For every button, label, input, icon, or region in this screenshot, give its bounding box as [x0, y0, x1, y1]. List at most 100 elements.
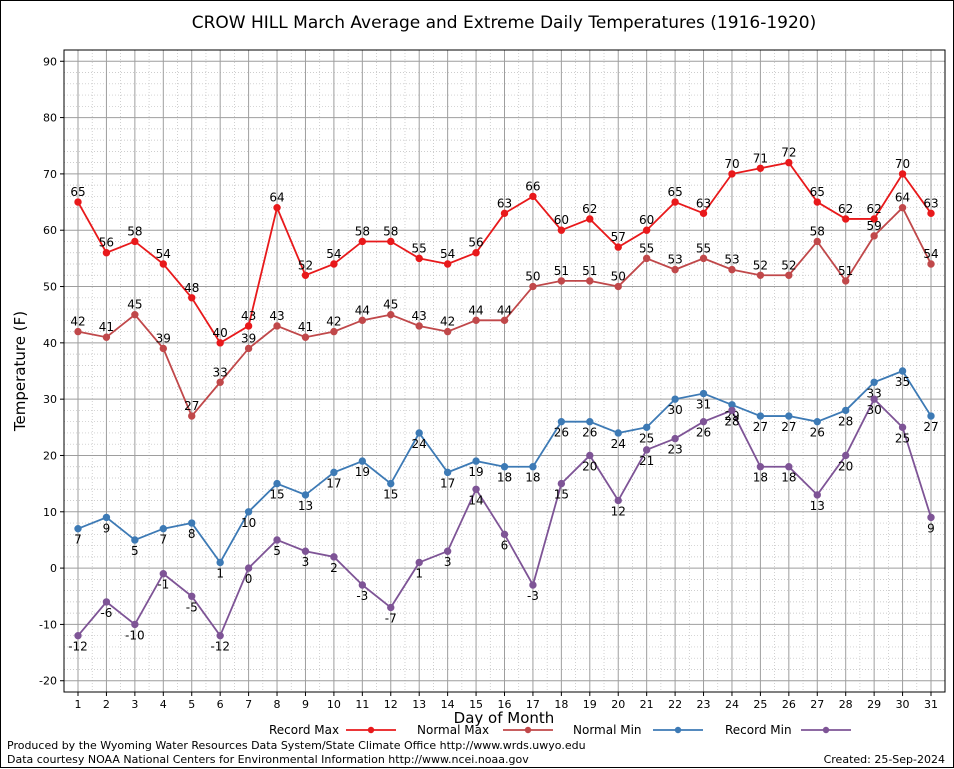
point-record-min [472, 485, 480, 493]
y-tick-label: 10 [43, 506, 57, 519]
data-label-normal-max: 42 [440, 315, 455, 329]
point-normal-min [415, 429, 423, 437]
point-normal-max [216, 378, 224, 386]
data-label-normal-min: 35 [895, 375, 910, 389]
y-tick-label: 30 [43, 393, 57, 406]
point-record-min [756, 463, 765, 471]
point-record-max [443, 260, 452, 268]
data-label-normal-min: 8 [188, 527, 196, 541]
x-tick-label: 9 [302, 698, 309, 711]
legend-marker [822, 726, 830, 734]
point-record-max [642, 226, 651, 234]
point-record-min [74, 631, 82, 640]
data-label-record-min: 14 [468, 493, 483, 507]
point-normal-max [415, 322, 423, 330]
point-record-max [244, 322, 253, 330]
point-record-min [159, 570, 168, 578]
data-label-normal-max: 44 [355, 303, 370, 317]
data-label-record-max: 62 [838, 202, 853, 216]
point-normal-max [443, 327, 452, 336]
data-label-normal-min: 17 [326, 476, 341, 490]
data-label-normal-min: 10 [241, 516, 256, 530]
x-tick-label: 27 [810, 698, 824, 711]
x-tick-label: 25 [753, 698, 767, 711]
data-label-normal-min: 27 [923, 420, 938, 434]
point-normal-min [529, 463, 537, 471]
y-tick-label: 20 [43, 449, 57, 462]
point-record-max [927, 209, 935, 218]
point-record-min [358, 581, 367, 589]
point-normal-min [159, 524, 168, 533]
data-label-record-min: 0 [245, 572, 253, 586]
point-normal-max [500, 316, 509, 325]
data-label-normal-max: 51 [838, 264, 853, 278]
data-label-record-max: 54 [440, 247, 455, 261]
data-label-normal-min: 17 [440, 476, 455, 490]
x-tick-label: 12 [384, 698, 398, 711]
data-label-record-max: 56 [468, 236, 483, 250]
data-label-record-max: 57 [611, 230, 626, 244]
point-normal-max [756, 271, 765, 279]
point-record-max [728, 170, 736, 178]
point-record-min [842, 451, 850, 460]
legend-marker [367, 726, 375, 734]
data-label-normal-min: 15 [383, 488, 398, 502]
data-label-normal-min: 24 [412, 437, 427, 451]
point-normal-max [301, 333, 310, 341]
data-label-normal-max: 41 [99, 320, 114, 334]
point-normal-min [387, 479, 395, 488]
x-tick-label: 30 [896, 698, 910, 711]
point-normal-min [443, 468, 452, 477]
y-tick-label: -10 [39, 618, 57, 631]
point-record-min [699, 417, 708, 426]
point-record-max [102, 249, 111, 257]
point-normal-min [500, 463, 509, 471]
data-label-record-max: 65 [70, 185, 85, 199]
point-record-max [614, 243, 622, 251]
data-label-record-min: 23 [667, 443, 682, 457]
x-tick-label: 26 [782, 698, 796, 711]
data-label-record-min: -1 [157, 578, 169, 592]
data-label-record-max: 62 [582, 202, 597, 216]
point-record-max [671, 198, 679, 206]
data-label-record-max: 55 [412, 241, 427, 255]
x-tick-label: 5 [188, 698, 195, 711]
data-label-record-max: 58 [355, 224, 370, 238]
y-tick-label: 0 [50, 562, 57, 575]
point-normal-min [813, 417, 821, 426]
data-label-record-max: 70 [724, 157, 739, 171]
data-label-record-max: 56 [99, 236, 114, 250]
y-tick-label: 40 [43, 337, 57, 350]
data-label-record-min: -12 [68, 640, 88, 654]
point-record-min [785, 463, 793, 471]
data-label-record-min: -3 [527, 589, 539, 603]
data-label-record-min: -5 [186, 600, 198, 614]
point-record-max [415, 254, 423, 263]
data-label-record-min: 2 [330, 561, 338, 575]
point-normal-max [927, 260, 935, 268]
y-tick-label: 80 [43, 112, 57, 125]
data-label-record-max: 71 [753, 151, 768, 165]
data-label-normal-min: 26 [554, 426, 569, 440]
data-label-normal-max: 64 [895, 191, 910, 205]
point-normal-min [358, 457, 367, 465]
y-tick-label: -20 [39, 675, 57, 688]
data-label-record-max: 62 [866, 202, 881, 216]
data-label-record-min: 6 [501, 538, 509, 552]
data-label-normal-max: 53 [724, 253, 739, 267]
point-record-max [472, 249, 480, 257]
x-axis-label: Day of Month [454, 709, 555, 727]
point-record-max [529, 192, 537, 201]
point-normal-min [273, 479, 281, 488]
point-normal-max [273, 322, 281, 330]
point-record-max [756, 164, 765, 172]
x-tick-label: 8 [274, 698, 281, 711]
data-label-normal-min: 18 [497, 471, 512, 485]
data-label-record-min: -3 [356, 589, 368, 603]
point-normal-min [642, 423, 651, 432]
point-record-max [301, 271, 310, 279]
point-normal-min [870, 378, 878, 386]
y-tick-label: 70 [43, 168, 57, 181]
point-record-min [188, 592, 196, 600]
data-label-normal-max: 42 [326, 315, 341, 329]
